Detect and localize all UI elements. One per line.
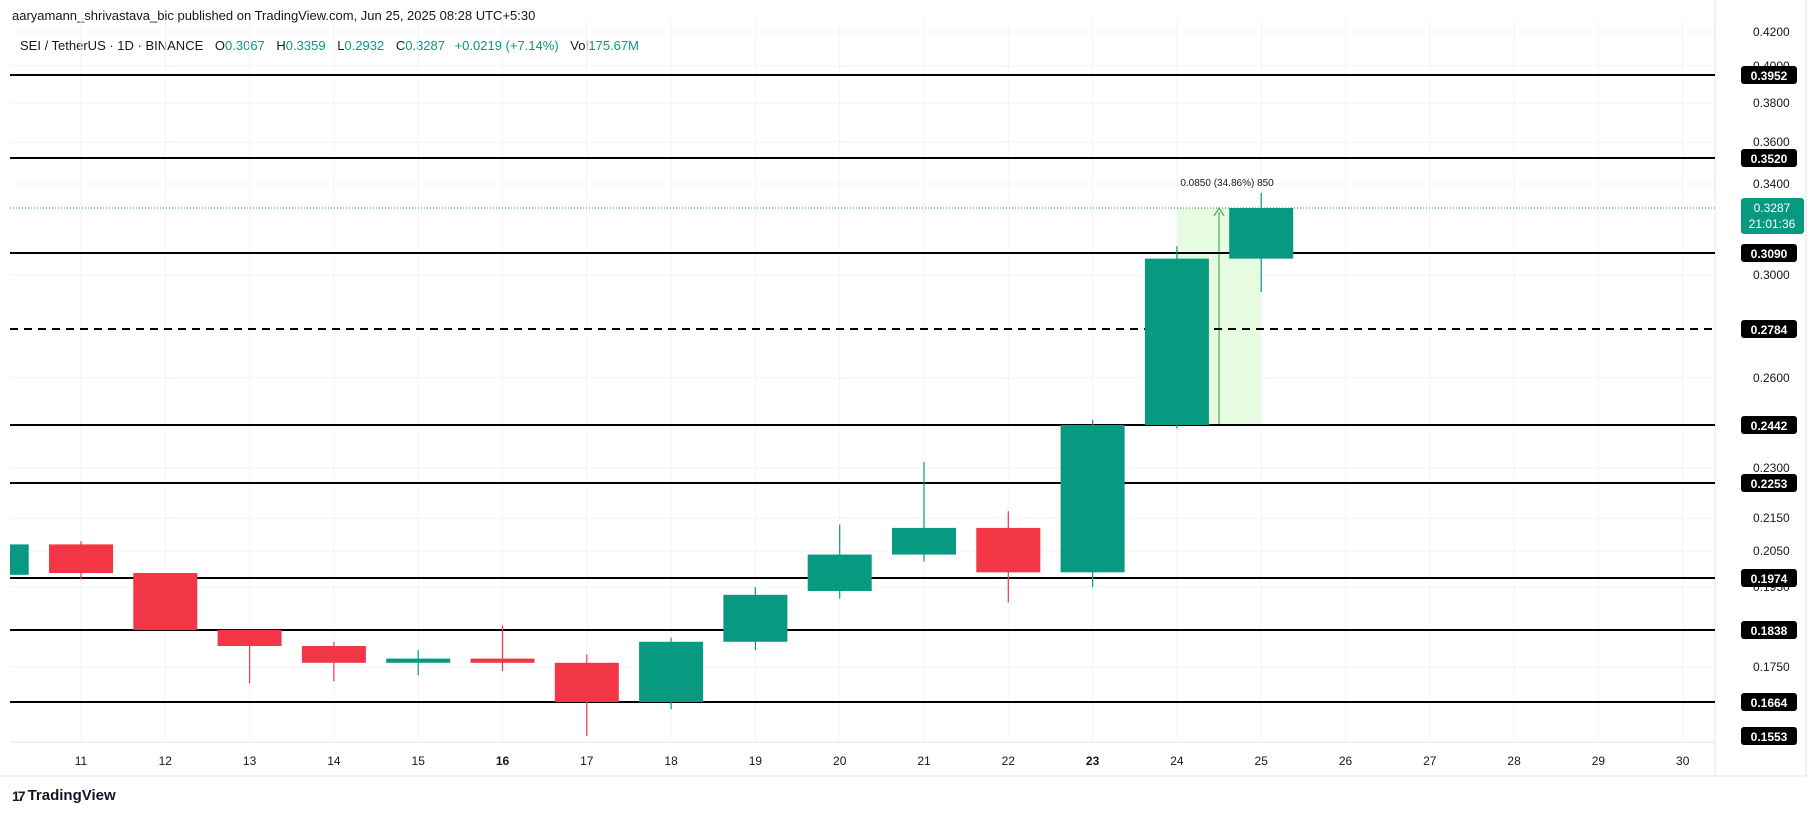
price-tick-label: 0.4200	[1753, 25, 1790, 39]
current-price-tag	[1741, 198, 1804, 234]
symbol-legend: SEI / TetherUS · 1D · BINANCE O0.3067 H0…	[20, 38, 639, 53]
change-value: +0.0219 (+7.14%)	[454, 38, 559, 53]
time-tick-label: 27	[1423, 754, 1437, 768]
candle-body	[133, 573, 198, 630]
time-tick-label: 12	[159, 754, 173, 768]
volume-label: Vol	[570, 38, 589, 53]
candle-body	[723, 594, 788, 642]
candle-body	[1060, 425, 1125, 573]
time-tick-label: 16	[496, 754, 510, 768]
candle-body	[976, 527, 1041, 573]
candlestick-series[interactable]	[0, 192, 1294, 736]
tradingview-logo-icon: 17	[12, 787, 26, 804]
time-tick-label: 22	[1002, 754, 1016, 768]
time-tick-label: 28	[1507, 754, 1521, 768]
time-tick-label: 30	[1676, 754, 1690, 768]
open-value: 0.3067	[225, 38, 265, 53]
candle-body	[554, 662, 619, 702]
time-tick-label: 11	[75, 754, 88, 768]
candle-body	[892, 527, 956, 555]
time-tick-label: 26	[1339, 754, 1353, 768]
candle-body	[217, 630, 282, 646]
candle-body	[386, 658, 451, 663]
price-tick-label: 0.2600	[1753, 371, 1790, 385]
level-price-tag	[1741, 569, 1797, 587]
level-price-tag	[1741, 621, 1797, 639]
high-value: 0.3359	[285, 38, 326, 53]
price-tick-label: 0.2050	[1753, 544, 1790, 558]
price-chart[interactable]: 0.0850 (34.86%) 850 0.42000.40000.38000.…	[0, 0, 1814, 780]
tradingview-brand[interactable]: 17 TradingView	[12, 787, 116, 804]
open-label: O	[214, 38, 226, 53]
candle-body	[639, 641, 704, 702]
level-price-label: 0.3520	[1751, 152, 1788, 166]
time-tick-label: 24	[1170, 754, 1184, 768]
level-price-tag	[1741, 693, 1797, 711]
brand-name: TradingView	[27, 787, 116, 804]
price-tick-label: 0.3600	[1753, 135, 1790, 149]
candle-body	[10, 544, 29, 575]
time-tick-label: 23	[1086, 754, 1100, 768]
time-tick-label: 18	[664, 754, 678, 768]
level-price-tag	[1741, 320, 1797, 338]
price-tick-label: 0.3800	[1753, 96, 1790, 110]
time-tick-label: 29	[1592, 754, 1606, 768]
time-tick-label: 21	[917, 754, 931, 768]
low-label: L	[337, 38, 345, 53]
candle-body	[49, 544, 113, 574]
time-tick-label: 20	[833, 754, 847, 768]
candle-body	[301, 645, 366, 663]
candle-body	[807, 554, 872, 591]
candle-body	[1229, 208, 1294, 259]
time-axis[interactable]: 11 12 13 14 15 16 17 18 19 20 21 22 23 24 25 26 27 28 29 30	[75, 754, 1690, 768]
price-axis[interactable]: 0.42000.40000.38000.36000.34000.30000.26…	[1741, 25, 1804, 745]
close-value: 0.3287	[405, 38, 445, 53]
volume-value: 175.67M	[588, 38, 639, 53]
price-tick-label: 0.3400	[1753, 177, 1790, 191]
level-price-tag	[1741, 244, 1797, 262]
level-price-label: 0.2253	[1751, 477, 1788, 491]
level-price-label: 0.1553	[1751, 730, 1788, 744]
high-label: H	[276, 38, 286, 53]
publisher-line: aaryamann_shrivastava_bic published on T…	[12, 8, 536, 23]
level-price-tag	[1741, 66, 1797, 84]
level-price-label: 0.3090	[1751, 247, 1788, 261]
measure-label: 0.0850 (34.86%) 850	[1180, 178, 1274, 189]
time-tick-label: 13	[243, 754, 257, 768]
time-tick-label: 17	[580, 754, 594, 768]
candle-body	[1144, 258, 1209, 425]
price-tick-label: 0.2300	[1753, 461, 1790, 475]
symbol-name[interactable]: SEI / TetherUS · 1D · BINANCE	[20, 38, 204, 53]
horizontal-levels[interactable]	[10, 74, 1715, 703]
time-tick-label: 25	[1255, 754, 1269, 768]
level-price-tag	[1741, 474, 1797, 492]
close-label: C	[395, 38, 406, 53]
level-price-label: 0.1974	[1751, 572, 1788, 586]
level-price-tag	[1741, 416, 1797, 434]
countdown-timer: 21:01:36	[1749, 217, 1796, 231]
level-price-tag	[1741, 727, 1797, 745]
candle-body	[470, 658, 535, 663]
price-tick-label: 0.2150	[1753, 511, 1790, 525]
chart-grid	[0, 0, 1807, 777]
time-tick-label: 15	[412, 754, 426, 768]
level-price-tag	[1741, 149, 1797, 167]
current-price-label: 0.3287	[1754, 201, 1791, 215]
time-tick-label: 19	[749, 754, 763, 768]
level-price-label: 0.2784	[1751, 323, 1788, 337]
level-price-label: 0.3952	[1751, 69, 1788, 83]
level-price-label: 0.1838	[1751, 624, 1788, 638]
low-value: 0.2932	[344, 38, 385, 53]
time-tick-label: 14	[327, 754, 341, 768]
level-price-label: 0.1664	[1751, 696, 1788, 710]
price-tick-label: 0.3000	[1753, 268, 1790, 282]
level-price-label: 0.2442	[1751, 419, 1788, 433]
price-tick-label: 0.1750	[1753, 660, 1790, 674]
